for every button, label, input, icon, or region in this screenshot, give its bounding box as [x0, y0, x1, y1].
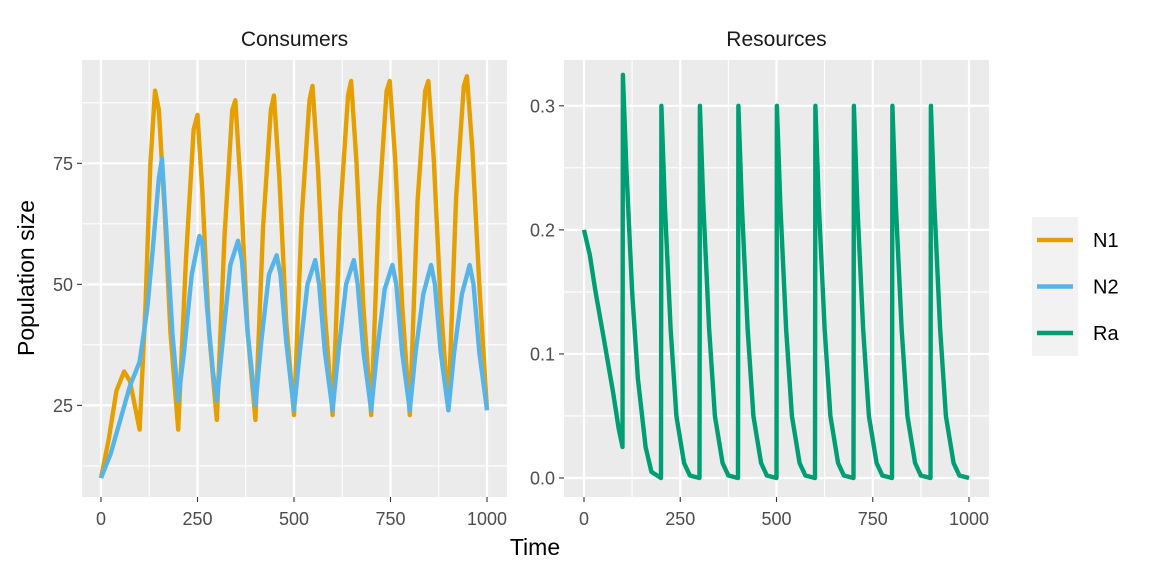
x-tick-label: 250 — [182, 509, 212, 529]
legend-label-n1: N1 — [1093, 230, 1119, 252]
legend: N1 N2 Ra — [1032, 217, 1119, 356]
x-tick-label: 0 — [96, 509, 106, 529]
x-tick-label: 0 — [579, 509, 589, 529]
legend-label-n2: N2 — [1093, 277, 1119, 299]
y-tick-label: 75 — [53, 154, 73, 174]
y-axis-label: Population size — [13, 200, 39, 356]
series-line-ra — [581, 72, 970, 481]
x-axis-ticks-resources: 0 250 500 750 1000 — [579, 497, 989, 529]
x-tick-label: 500 — [761, 509, 791, 529]
y-tick-label: 0.1 — [530, 344, 555, 364]
series-line-n2 — [98, 156, 490, 479]
panel-title-resources: Resources — [726, 28, 826, 51]
x-axis-ticks-consumers: 0 250 500 750 1000 — [96, 497, 507, 529]
legend-label-ra: Ra — [1093, 323, 1119, 345]
y-tick-label: 25 — [53, 396, 73, 416]
panel-title-consumers: Consumers — [241, 28, 348, 51]
series-resources — [581, 72, 970, 481]
x-tick-label: 500 — [279, 509, 309, 529]
y-tick-label: 0.0 — [530, 469, 555, 489]
y-tick-label: 0.2 — [530, 220, 555, 240]
x-tick-label: 1000 — [467, 509, 507, 529]
y-axis-ticks-resources: 0.0 0.1 0.2 0.3 — [530, 96, 564, 489]
series-consumers — [98, 73, 490, 479]
y-tick-label: 50 — [53, 275, 73, 295]
x-tick-label: 750 — [858, 509, 888, 529]
x-axis-label: Time — [510, 534, 560, 560]
x-tick-label: 250 — [665, 509, 695, 529]
y-axis-ticks-consumers: 25 50 75 — [53, 154, 82, 416]
x-tick-label: 750 — [375, 509, 405, 529]
x-tick-label: 1000 — [949, 509, 989, 529]
y-tick-label: 0.3 — [530, 96, 555, 116]
